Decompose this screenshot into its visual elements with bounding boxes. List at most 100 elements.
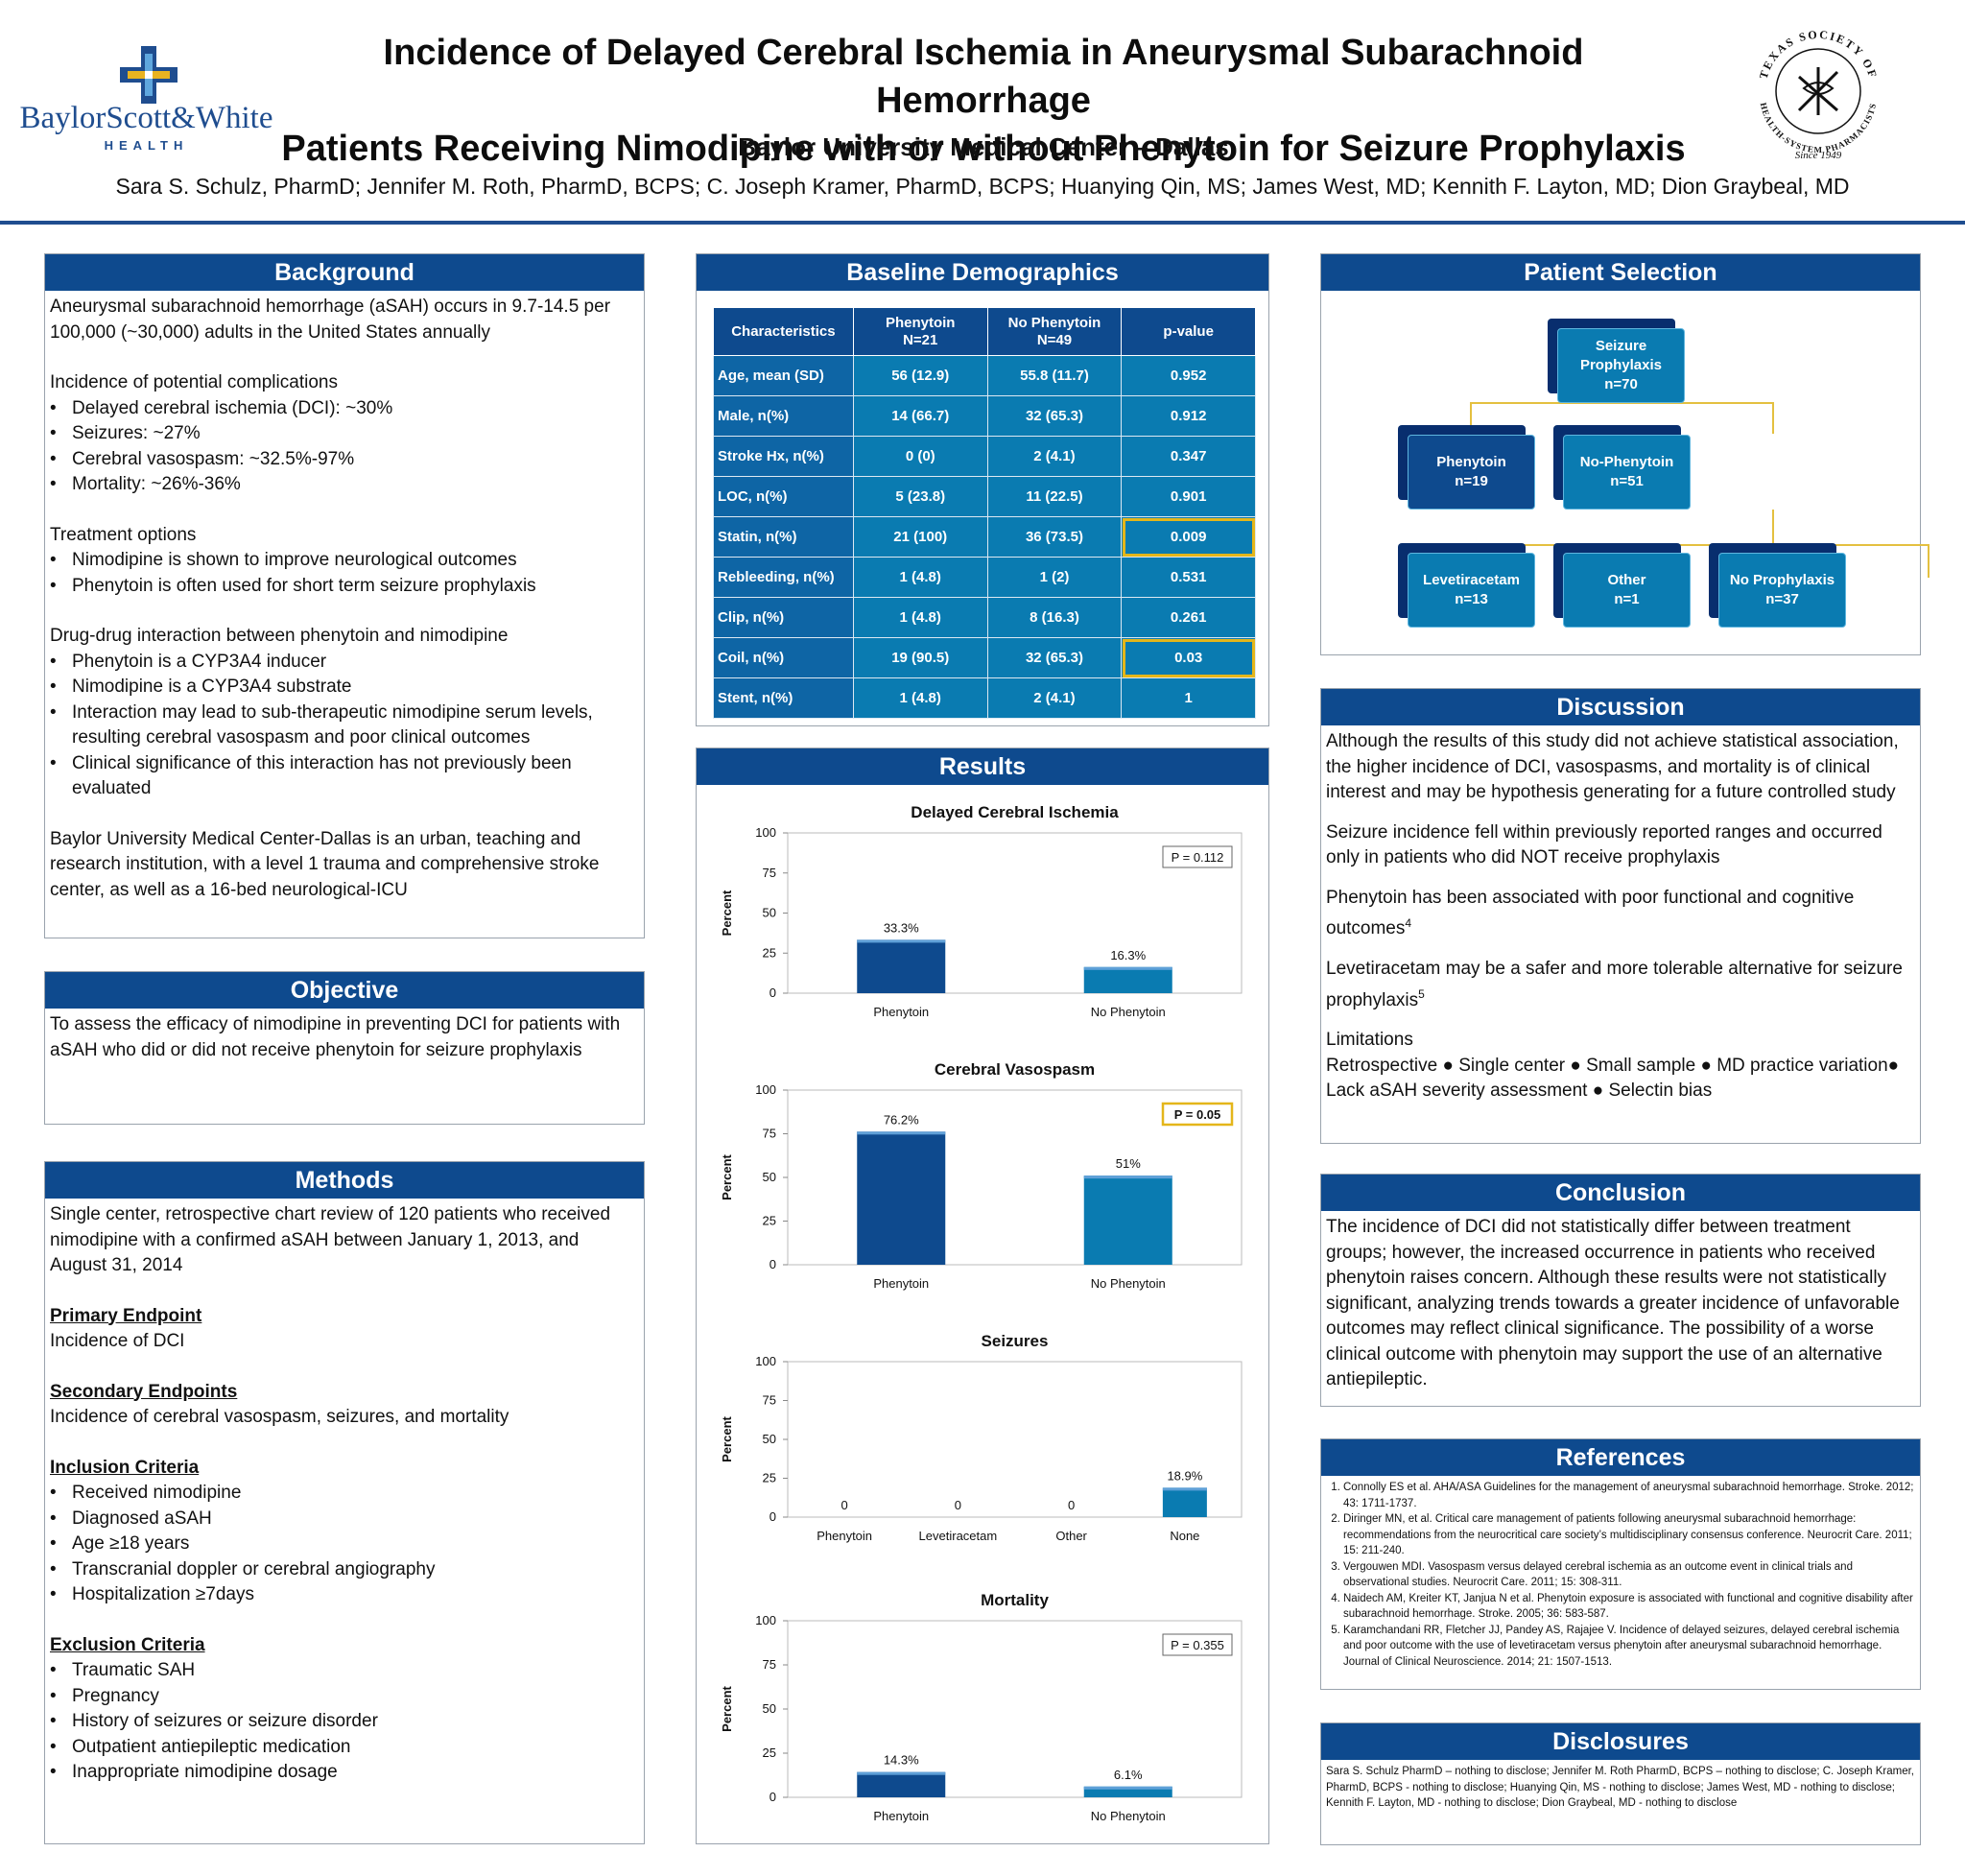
p-value-cell: 0.03 [1121, 637, 1256, 678]
interaction-item: Interaction may lead to sub-therapeutic … [50, 701, 639, 751]
y-tick-label: 50 [763, 1170, 776, 1184]
flow-box-label: Other [1607, 572, 1646, 588]
value-cell: 0 (0) [852, 436, 988, 477]
logo-brand-text: BaylorScott&White [19, 101, 273, 135]
bar [1162, 1487, 1207, 1517]
chart-title: Mortality [981, 1591, 1049, 1609]
logo-sub-text: HEALTH [104, 138, 189, 153]
value-cell: 1 (2) [986, 557, 1123, 598]
bar-top-highlight [1083, 1175, 1172, 1179]
inclusion-item: Transcranial doppler or cerebral angiogr… [50, 1557, 639, 1583]
y-tick-label: 100 [755, 1354, 776, 1368]
y-tick-label: 75 [763, 1393, 776, 1408]
table-row: Stent, n(%) 1 (4.8) 2 (4.1) 1 [713, 677, 1256, 719]
primary-endpoint-heading: Primary Endpoint [50, 1305, 202, 1326]
patient-selection-panel: Patient Selection Seizure Prophylaxis n=… [1320, 253, 1929, 655]
value-cell: 36 (73.5) [986, 516, 1123, 558]
p-value-label: P = 0.355 [1171, 1638, 1224, 1652]
value-cell: 19 (90.5) [852, 637, 988, 678]
exclusion-item: Inappropriate nimodipine dosage [50, 1760, 639, 1786]
table-row: Clip, n(%) 1 (4.8) 8 (16.3) 0.261 [713, 597, 1256, 638]
y-axis-label: Percent [720, 1415, 734, 1461]
characteristic-cell: Age, mean (SD) [713, 355, 854, 396]
y-tick-label: 100 [755, 1613, 776, 1627]
y-tick-label: 75 [763, 1127, 776, 1141]
inclusion-item: Hospitalization ≥7days [50, 1582, 639, 1608]
y-axis-label: Percent [720, 1153, 734, 1199]
secondary-endpoints-heading: Secondary Endpoints [50, 1381, 238, 1402]
table-row: Coil, n(%) 19 (90.5) 32 (65.3) 0.03 [713, 637, 1256, 678]
complication-item: Seizures: ~27% [50, 421, 639, 447]
table-row: Male, n(%) 14 (66.7) 32 (65.3) 0.912 [713, 395, 1256, 437]
background-p3: Treatment options [50, 524, 197, 545]
p-value-cell: 0.901 [1121, 476, 1256, 517]
category-label: No Phenytoin [1091, 1276, 1166, 1291]
demographics-heading: Baseline Demographics [697, 254, 1268, 291]
y-tick-label: 50 [763, 1432, 776, 1446]
characteristic-cell: Male, n(%) [713, 395, 854, 437]
p-value-cell: 0.009 [1121, 516, 1256, 558]
background-p5: Baylor University Medical Center-Dallas … [50, 828, 600, 900]
bar [857, 1771, 946, 1797]
discussion-heading: Discussion [1321, 689, 1920, 725]
chart-title: Seizures [982, 1332, 1049, 1350]
value-cell: 55.8 (11.7) [986, 355, 1123, 396]
treatment-item: Phenytoin is often used for short term s… [50, 574, 639, 600]
y-tick-label: 75 [763, 1657, 776, 1672]
flow-box-no-prophylaxis: No Prophylaxis n=37 [1718, 553, 1846, 628]
bar-chart-svg: Mortality Percent 0 25 50 75 100 14.3% Phenytoin… [720, 1591, 1243, 1823]
characteristic-cell: Clip, n(%) [713, 597, 854, 638]
column-header: No Phenytoin N=49 [986, 307, 1123, 356]
demographics-table-body: Age, mean (SD) 56 (12.9) 55.8 (11.7) 0.952 M… [713, 355, 1256, 719]
bar-chart-svg: Seizures Percent 0 25 50 75 100 0 Phenytoin 0 Leve… [720, 1332, 1243, 1543]
secondary-endpoints: Incidence of cerebral vasospasm, seizure… [50, 1407, 509, 1427]
flow-box-label: Phenytoin [1436, 454, 1506, 470]
value-cell: 8 (16.3) [986, 597, 1123, 638]
data-label: 0 [955, 1498, 961, 1512]
characteristic-cell: Coil, n(%) [713, 637, 854, 678]
reference-item: Naidech AM, Kreiter KT, Janjua N et al. … [1343, 1591, 1915, 1623]
category-label: No Phenytoin [1091, 1005, 1166, 1019]
column-header-line: Phenytoin [885, 314, 956, 331]
p-value-cell: 0.952 [1121, 355, 1256, 396]
chart-title: Delayed Cerebral Ischemia [911, 803, 1119, 821]
seizures-chart: Seizures Percent 0 25 50 75 100 0 Phenytoin 0 Leve… [697, 1327, 1267, 1557]
y-tick-label: 25 [763, 1471, 776, 1485]
table-row: LOC, n(%) 5 (23.8) 11 (22.5) 0.901 [713, 476, 1256, 517]
conclusion-panel: Conclusion The incidence of DCI did not … [1320, 1174, 1921, 1407]
institution: Baylor University Medical Center – Dalla… [738, 132, 1229, 161]
y-tick-label: 25 [763, 945, 776, 960]
flow-box-label: No Prophylaxis [1729, 572, 1835, 588]
inclusion-item: Received nimodipine [50, 1481, 639, 1507]
bar [1083, 1175, 1172, 1265]
reference-item: Karamchandani RR, Fletcher JJ, Pandey AS… [1343, 1623, 1915, 1671]
y-tick-label: 100 [755, 825, 776, 840]
reference-item: Diringer MN, et al. Critical care manage… [1343, 1511, 1915, 1559]
flow-box-count: n=13 [1455, 591, 1488, 607]
data-label: 14.3% [884, 1753, 919, 1768]
value-cell: 32 (65.3) [986, 395, 1123, 437]
objective-text: To assess the efficacy of nimodipine in … [50, 1014, 621, 1060]
conclusion-text: The incidence of DCI did not statistical… [1326, 1217, 1900, 1389]
references-panel: References Connolly ES et al. AHA/ASA Gu… [1320, 1438, 1921, 1690]
data-label: 18.9% [1167, 1468, 1202, 1483]
bar-chart-svg: Cerebral Vasospasm Percent 0 25 50 75 100 76.2%… [720, 1060, 1243, 1291]
column-header: Characteristics [713, 307, 854, 356]
value-cell: 5 (23.8) [852, 476, 988, 517]
title-line-2: Patients Receiving Nimodipine with or wi… [281, 129, 1686, 169]
reference-superscript: 4 [1405, 916, 1412, 930]
p-value-label: P = 0.05 [1174, 1107, 1221, 1122]
interaction-item: Phenytoin is a CYP3A4 inducer [50, 650, 639, 676]
data-label: 0 [841, 1498, 848, 1512]
p-value-cell: 0.531 [1121, 557, 1256, 598]
interaction-item: Nimodipine is a CYP3A4 substrate [50, 675, 639, 701]
discussion-p2: Seizure incidence fell within previously… [1326, 821, 1882, 868]
discussion-p4-text: Levetiracetam may be a safer and more to… [1326, 958, 1903, 1010]
data-label: 51% [1116, 1156, 1141, 1171]
y-tick-label: 25 [763, 1214, 776, 1228]
flow-box-phenytoin: Phenytoin n=19 [1408, 435, 1535, 510]
patient-selection-heading: Patient Selection [1321, 254, 1920, 291]
table-row: Rebleeding, n(%) 1 (4.8) 1 (2) 0.531 [713, 557, 1256, 598]
p-value-cell: 0.261 [1121, 597, 1256, 638]
background-panel: Background Aneurysmal subarachnoid hemor… [44, 253, 645, 938]
